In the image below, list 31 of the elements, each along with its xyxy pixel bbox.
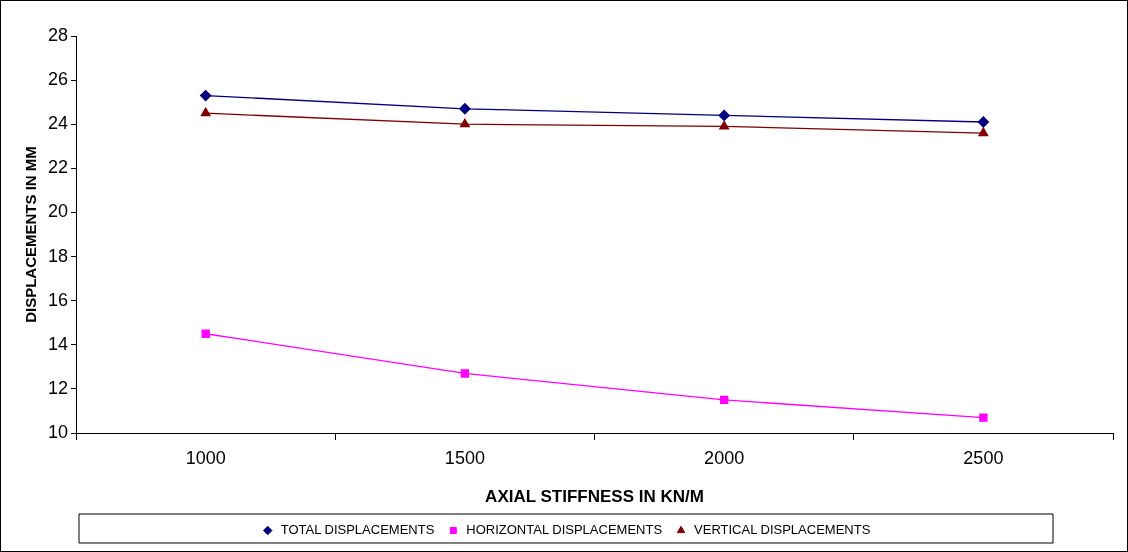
point [719,395,729,405]
x-tick-label: 1500 [444,447,485,468]
y-tick-label: 24 [47,113,69,134]
legend-label: HORIZONTAL DISPLACEMENTS [466,522,663,538]
point [978,127,989,137]
point [979,413,988,422]
y-tick-label: 12 [47,377,69,398]
point [719,120,730,130]
x-tick-label: 2000 [704,447,745,468]
point [200,107,211,117]
point [459,103,471,115]
legend-label: VERTICAL DISPLACEMENTS [694,522,871,538]
point [199,89,212,102]
y-tick-label: 16 [47,289,69,310]
y-tick-label: 10 [47,421,69,442]
y-tick-label: 20 [47,201,69,222]
legend-label: TOTAL DISPLACEMENTS [280,522,435,538]
y-axis-title: DISPLACEMENTS IN MM [22,146,40,323]
point [459,118,470,128]
x-axis-title: AXIAL STIFFNESS IN KN/M [485,487,704,507]
x-tick-label: 1000 [185,447,226,468]
point [977,116,990,128]
x-tick-label: 2500 [963,447,1004,468]
point [201,329,210,338]
point [718,109,730,122]
y-tick-label: 18 [47,245,69,266]
y-tick-label: 22 [47,157,69,178]
y-tick-label: 28 [47,24,69,45]
y-tick-label: 14 [47,333,69,354]
point [460,369,470,378]
y-tick-label: 26 [47,69,69,90]
